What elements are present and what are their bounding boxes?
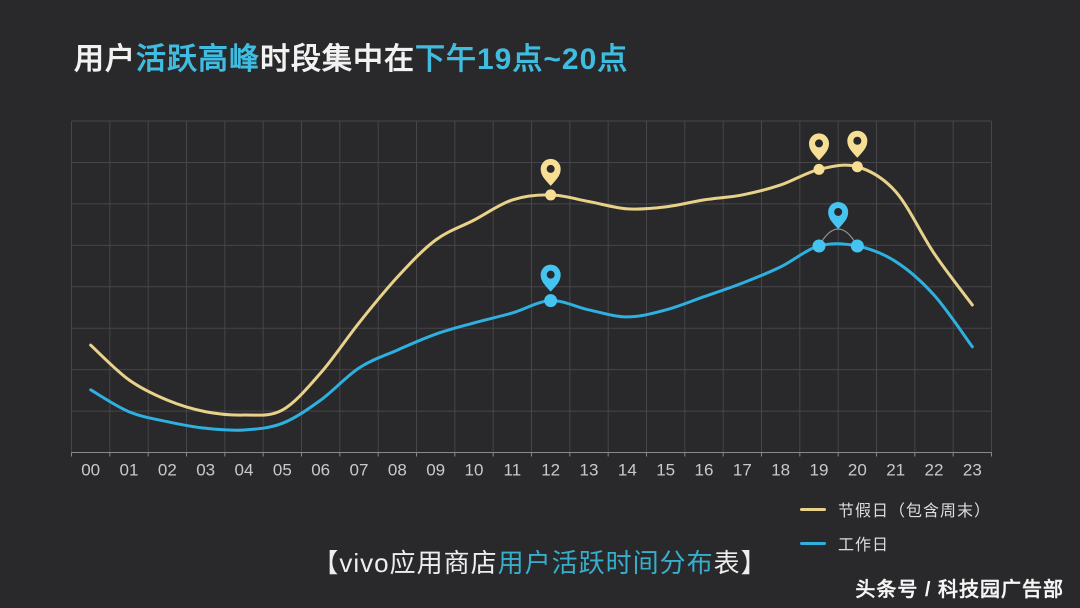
x-axis-label: 20 bbox=[848, 461, 867, 480]
x-axis-label: 14 bbox=[618, 461, 637, 480]
watermark: 头条号 / 科技园广告部 bbox=[855, 579, 1064, 601]
x-axis-label: 00 bbox=[81, 461, 100, 480]
pin-hole bbox=[546, 164, 555, 173]
title-segment: 用户 bbox=[74, 43, 136, 76]
x-axis-label: 02 bbox=[158, 461, 177, 480]
x-axis-label: 21 bbox=[886, 461, 905, 480]
pin-hole bbox=[834, 207, 843, 216]
legend-line-swatch bbox=[800, 541, 826, 545]
workdays-data-dot bbox=[812, 239, 826, 253]
pin-hole bbox=[853, 136, 862, 145]
x-axis-label: 10 bbox=[465, 461, 484, 480]
caption-segment-accent: 用户活跃时间分布 bbox=[497, 548, 714, 578]
legend-label: 工作日 bbox=[838, 537, 890, 554]
caption-segment: 表】 bbox=[713, 548, 768, 578]
holidays-data-dot bbox=[545, 189, 557, 201]
legend-line-swatch bbox=[800, 507, 826, 511]
x-axis-label: 09 bbox=[426, 461, 445, 480]
legend-label: 节假日（包含周末） bbox=[838, 503, 992, 520]
x-axis-label: 05 bbox=[273, 461, 292, 480]
workdays-data-dot bbox=[544, 294, 558, 308]
x-axis-label: 19 bbox=[810, 461, 829, 480]
holidays-line bbox=[89, 163, 974, 417]
chart-caption: 【vivo应用商店用户活跃时间分布表】 bbox=[312, 543, 767, 580]
workdays-line bbox=[89, 242, 974, 432]
x-axis-label: 04 bbox=[235, 461, 254, 480]
x-axis-label: 11 bbox=[504, 461, 522, 480]
pin-hole bbox=[546, 270, 555, 279]
x-axis-label: 18 bbox=[771, 461, 790, 480]
x-axis-label: 13 bbox=[580, 461, 599, 480]
chart-legend: 节假日（包含周末） 工作日 bbox=[800, 497, 991, 565]
x-axis-label: 08 bbox=[388, 461, 407, 480]
title-segment: 时段集中在 bbox=[260, 43, 415, 76]
caption-segment: 【vivo应用商店 bbox=[312, 548, 498, 578]
title-segment-accent: 活跃高峰 bbox=[136, 43, 260, 76]
x-axis-label: 06 bbox=[311, 461, 330, 480]
peak-arc bbox=[818, 228, 858, 247]
x-axis-label: 16 bbox=[695, 461, 714, 480]
pin-hole bbox=[815, 139, 823, 148]
legend-item-workdays: 工作日 bbox=[800, 531, 991, 555]
title-segment-accent: 下午19点~20点 bbox=[415, 43, 629, 76]
x-axis-label: 01 bbox=[120, 461, 139, 480]
workdays-data-dot bbox=[850, 239, 864, 253]
x-axis-label: 15 bbox=[656, 461, 675, 480]
holidays-data-dot bbox=[813, 163, 825, 175]
holidays-data-dot bbox=[851, 161, 863, 173]
x-axis-label: 07 bbox=[350, 461, 369, 480]
page-title: 用户活跃高峰时段集中在下午19点~20点 bbox=[74, 34, 628, 78]
x-axis-label: 17 bbox=[733, 461, 752, 480]
legend-item-holidays: 节假日（包含周末） bbox=[800, 497, 991, 521]
x-axis-label: 12 bbox=[541, 461, 560, 480]
x-axis-label: 03 bbox=[196, 461, 215, 480]
x-axis-label: 22 bbox=[925, 461, 944, 480]
x-axis-label: 23 bbox=[963, 461, 982, 480]
